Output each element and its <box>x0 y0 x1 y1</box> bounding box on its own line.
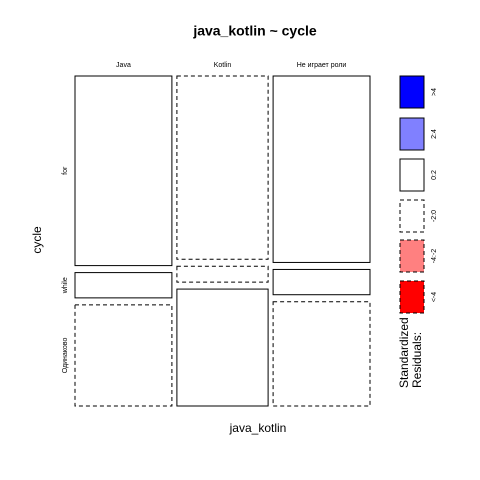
legend-swatch <box>399 117 425 151</box>
row-label: for <box>62 166 69 175</box>
legend-label: 0:2 <box>431 170 438 180</box>
mosaic-cell <box>272 268 371 296</box>
legend-swatch <box>399 75 425 109</box>
column-label: Kotlin <box>214 62 232 69</box>
column-label: Java <box>116 62 131 69</box>
x-axis-label: java_kotlin <box>229 421 287 435</box>
column-label: Не играет роли <box>297 62 347 69</box>
y-axis-label: cycle <box>30 226 44 254</box>
mosaic-cell <box>176 265 269 283</box>
mosaic-cell <box>272 75 371 263</box>
legend-title: Standardized Residuals: <box>397 317 424 388</box>
mosaic-cell <box>176 75 269 260</box>
mosaic-cell <box>74 304 173 407</box>
row-label: while <box>62 277 69 294</box>
legend-label: >4 <box>431 88 438 96</box>
legend-swatch <box>399 280 425 314</box>
mosaic-cell <box>74 75 173 267</box>
legend-swatch <box>399 199 425 233</box>
legend-label: -4:-2 <box>431 249 438 264</box>
legend-label: 2:4 <box>431 129 438 139</box>
legend-swatch <box>399 239 425 273</box>
legend-label: <-4 <box>431 292 438 302</box>
mosaic-cell <box>74 272 173 299</box>
mosaic-cell <box>176 288 269 407</box>
mosaic-cell <box>272 301 371 407</box>
chart-title: java_kotlin ~ cycle <box>192 23 317 39</box>
legend-label: -2:0 <box>431 210 438 222</box>
legend-swatch <box>399 158 425 192</box>
row-label: Одинаково <box>62 338 69 374</box>
